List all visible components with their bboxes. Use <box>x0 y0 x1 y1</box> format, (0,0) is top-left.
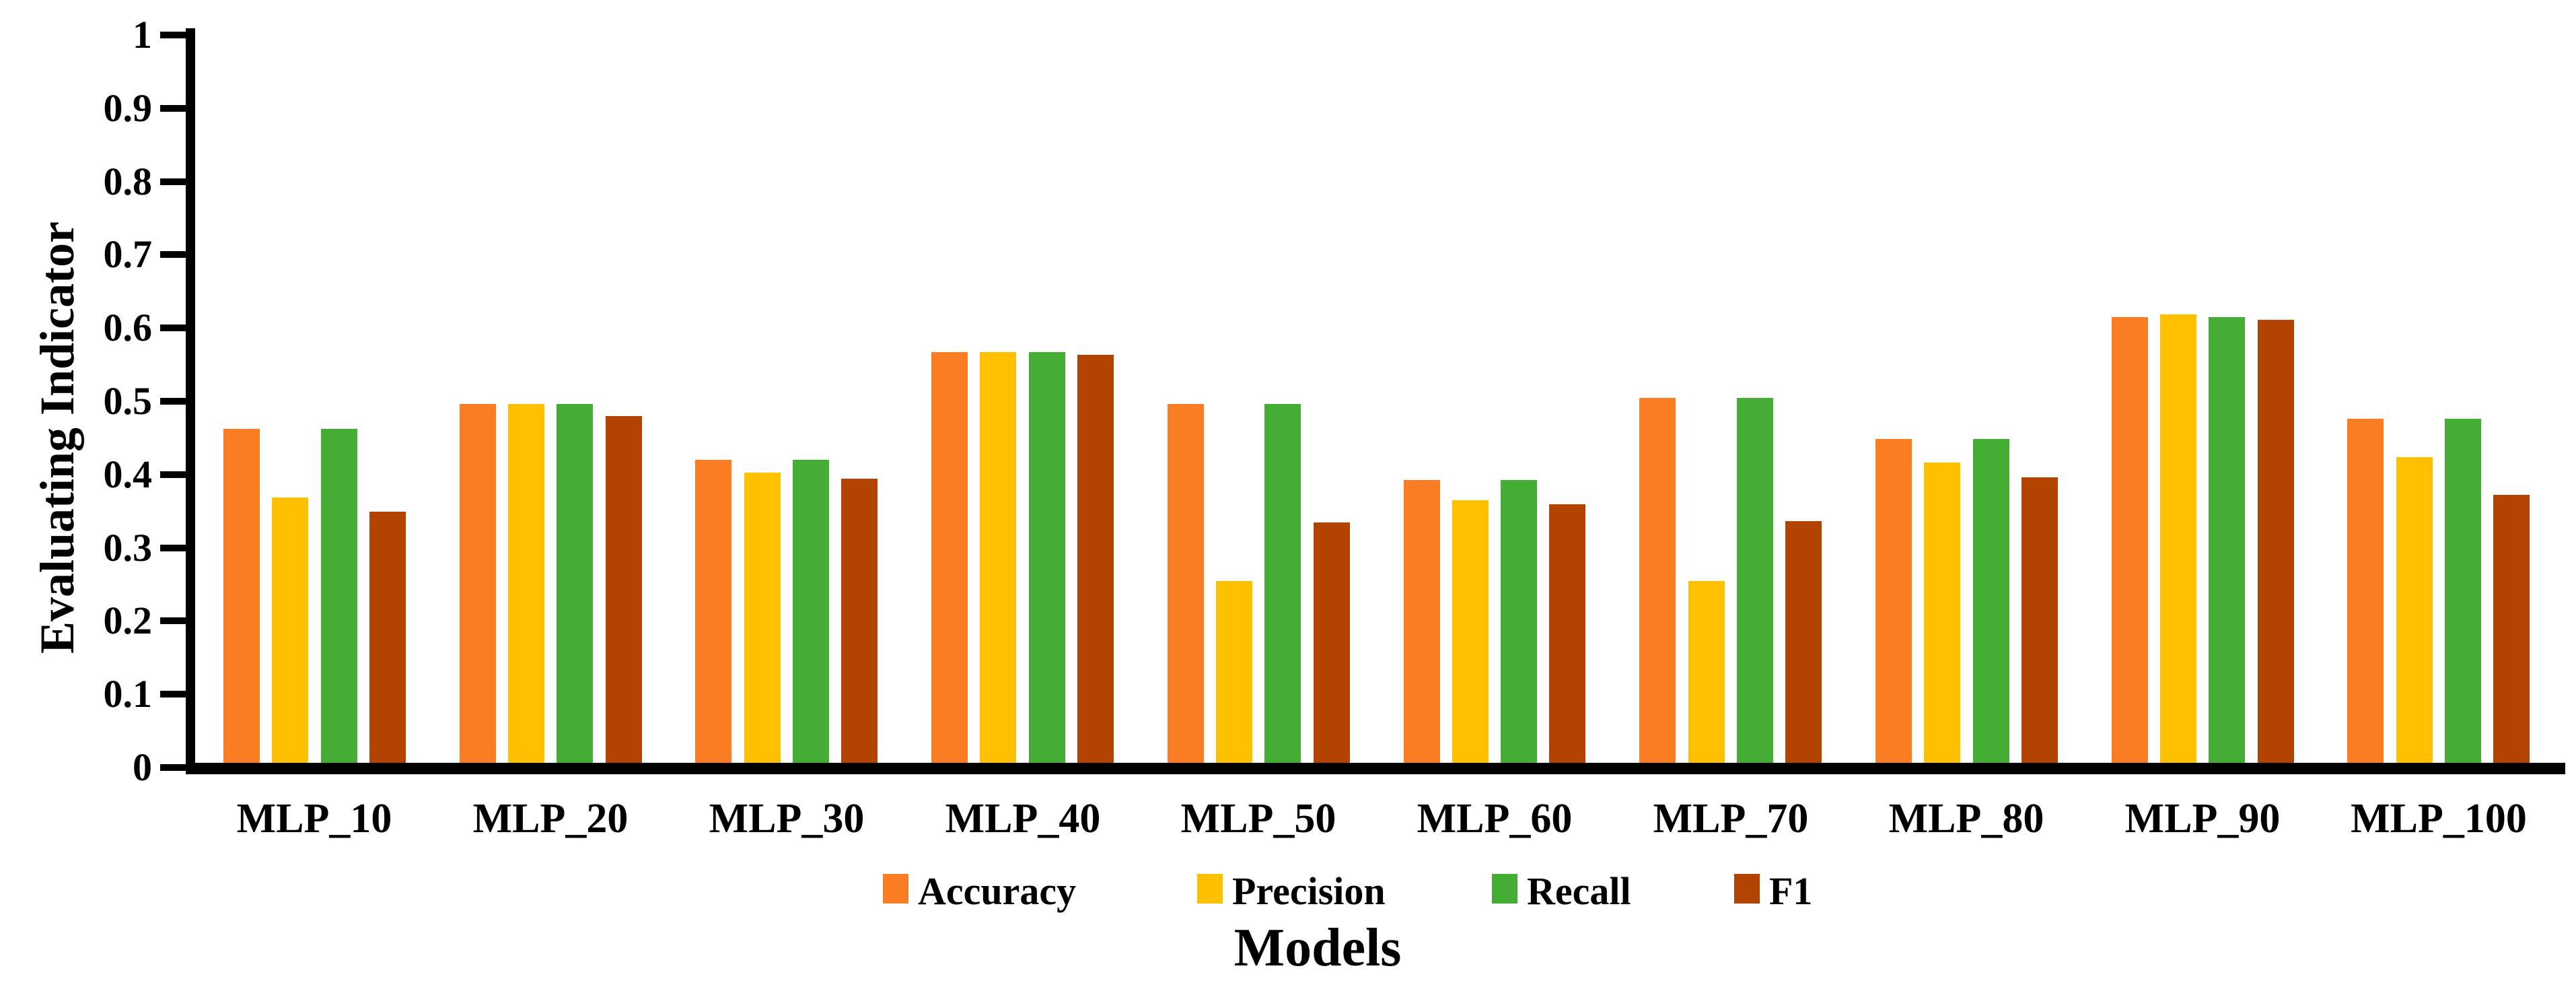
x-tick-label-mlp_50: MLP_50 <box>1180 796 1336 842</box>
legend-label-precision: Precision <box>1232 869 1386 913</box>
bar-recall-mlp_90 <box>2209 317 2245 763</box>
bar-f1-mlp_100 <box>2493 495 2530 763</box>
x-tick-label-mlp_10: MLP_10 <box>236 796 392 842</box>
x-tick-label-mlp_80: MLP_80 <box>1888 796 2044 842</box>
y-tick-mark <box>160 398 186 405</box>
bar-accuracy-mlp_60 <box>1404 480 1440 763</box>
x-tick-label-mlp_20: MLP_20 <box>472 796 629 842</box>
y-tick-label: 0.8 <box>103 159 153 203</box>
x-tick-label-mlp_30: MLP_30 <box>709 796 865 842</box>
bar-precision-mlp_100 <box>2396 457 2433 763</box>
bar-recall-mlp_80 <box>1973 439 2009 763</box>
y-tick-label: 0.5 <box>103 379 153 423</box>
y-tick-mark <box>160 325 186 332</box>
bar-precision-mlp_50 <box>1216 581 1252 763</box>
y-tick-mark <box>160 32 186 38</box>
y-tick-label: 0.4 <box>103 452 153 496</box>
bar-recall-mlp_20 <box>557 404 593 763</box>
y-tick-mark <box>160 104 186 112</box>
legend-label-accuracy: Accuracy <box>918 869 1077 913</box>
bar-accuracy-mlp_80 <box>1875 439 1912 763</box>
bar-precision-mlp_90 <box>2160 314 2196 763</box>
x-axis-line <box>186 763 2565 774</box>
bar-recall-mlp_50 <box>1264 404 1301 763</box>
bar-accuracy-mlp_20 <box>460 404 496 763</box>
y-tick-mark <box>160 691 186 698</box>
bar-f1-mlp_40 <box>1077 355 1114 763</box>
bar-accuracy-mlp_10 <box>223 429 260 763</box>
y-tick-label: 0.9 <box>103 86 153 130</box>
legend-label-f1: F1 <box>1769 869 1813 913</box>
y-tick-label: 0.1 <box>103 672 153 716</box>
y-tick-mark <box>160 178 186 185</box>
bar-recall-mlp_100 <box>2445 419 2481 763</box>
y-tick-mark <box>160 764 186 771</box>
x-tick-label-mlp_70: MLP_70 <box>1653 796 1809 842</box>
y-tick-mark <box>160 544 186 551</box>
y-tick-mark <box>160 251 186 259</box>
bar-accuracy-mlp_50 <box>1168 404 1204 763</box>
bar-precision-mlp_10 <box>272 498 308 763</box>
y-tick-label: 1 <box>133 13 152 57</box>
y-tick-label: 0 <box>133 745 152 789</box>
bar-accuracy-mlp_40 <box>931 352 968 763</box>
bar-f1-mlp_80 <box>2022 477 2058 763</box>
bar-precision-mlp_30 <box>744 473 781 763</box>
bar-recall-mlp_30 <box>793 460 829 763</box>
bar-f1-mlp_70 <box>1785 521 1822 763</box>
bar-precision-mlp_80 <box>1924 463 1960 763</box>
x-tick-label-mlp_40: MLP_40 <box>945 796 1101 842</box>
x-tick-label-mlp_90: MLP_90 <box>2124 796 2281 842</box>
bar-recall-mlp_60 <box>1501 480 1537 763</box>
legend-swatch-precision <box>1197 874 1223 904</box>
bar-precision-mlp_70 <box>1688 581 1725 763</box>
bar-recall-mlp_40 <box>1029 352 1065 763</box>
bar-precision-mlp_40 <box>980 352 1016 763</box>
legend-swatch-accuracy <box>883 874 908 904</box>
y-tick-label: 0.6 <box>103 306 153 350</box>
bar-accuracy-mlp_100 <box>2347 419 2384 763</box>
x-tick-label-mlp_100: MLP_100 <box>2351 796 2527 842</box>
y-tick-mark <box>160 617 186 625</box>
bar-precision-mlp_60 <box>1452 500 1489 763</box>
x-axis-title: Models <box>1233 918 1402 978</box>
y-tick-mark <box>160 471 186 478</box>
bar-accuracy-mlp_90 <box>2112 317 2148 763</box>
bar-accuracy-mlp_70 <box>1639 398 1676 763</box>
legend-swatch-recall <box>1492 874 1517 904</box>
y-tick-label: 0.7 <box>103 232 153 277</box>
bar-accuracy-mlp_30 <box>695 460 731 763</box>
bar-f1-mlp_10 <box>369 512 406 763</box>
legend-label-recall: Recall <box>1527 869 1631 913</box>
bar-precision-mlp_20 <box>508 404 544 763</box>
y-tick-label: 0.3 <box>103 525 153 570</box>
y-axis-line <box>186 28 195 774</box>
bar-recall-mlp_10 <box>321 429 357 763</box>
bar-f1-mlp_50 <box>1314 522 1350 763</box>
bar-recall-mlp_70 <box>1737 398 1773 763</box>
bar-f1-mlp_60 <box>1549 504 1585 763</box>
bar-f1-mlp_90 <box>2258 320 2294 763</box>
bar-f1-mlp_30 <box>841 479 878 763</box>
legend-swatch-f1 <box>1734 874 1760 904</box>
bar-f1-mlp_20 <box>606 416 642 763</box>
y-tick-label: 0.2 <box>103 599 153 643</box>
x-tick-label-mlp_60: MLP_60 <box>1417 796 1573 842</box>
